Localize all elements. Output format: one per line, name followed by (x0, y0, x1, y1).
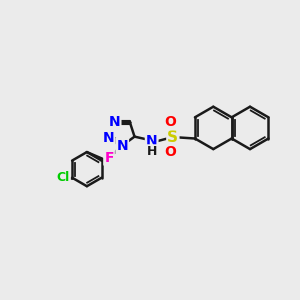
Text: F: F (104, 151, 114, 165)
Text: O: O (165, 115, 176, 129)
Text: N: N (109, 115, 120, 129)
Text: S: S (167, 130, 178, 145)
Text: N: N (103, 131, 114, 145)
Text: Cl: Cl (57, 171, 70, 184)
Text: O: O (165, 145, 176, 159)
Text: H: H (146, 145, 157, 158)
Text: N: N (116, 139, 128, 153)
Text: N: N (146, 134, 158, 148)
